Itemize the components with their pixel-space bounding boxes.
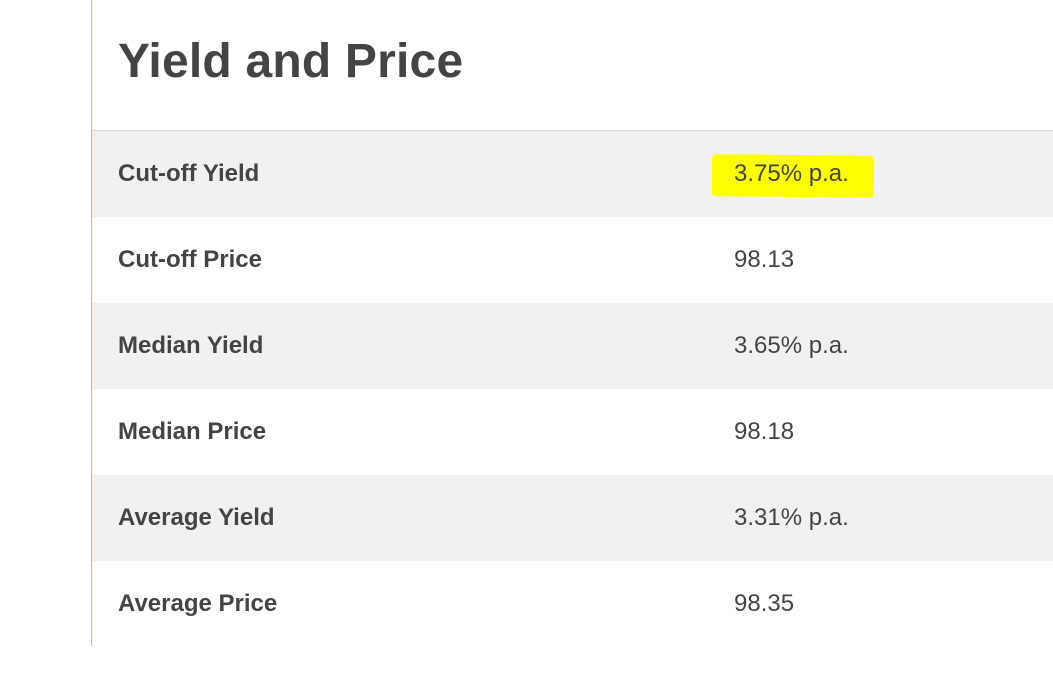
row-value: 98.18 — [734, 418, 795, 445]
table-row-cutoff-yield: Cut-off Yield 3.75% p.a. — [92, 131, 1053, 217]
table-row-median-yield: Median Yield 3.65% p.a. — [92, 303, 1053, 389]
title-divider — [92, 130, 1053, 131]
row-value: 3.75% p.a. — [734, 160, 849, 187]
row-label: Cut-off Yield — [118, 160, 260, 187]
table-row-median-price: Median Price 98.18 — [92, 389, 1053, 475]
table-row-average-yield: Average Yield 3.31% p.a. — [92, 475, 1053, 561]
row-value: 3.65% p.a. — [734, 332, 849, 359]
row-value: 98.35 — [734, 590, 795, 617]
table-row-cutoff-price: Cut-off Price 98.13 — [92, 217, 1053, 303]
row-label: Average Yield — [118, 504, 275, 531]
table-row-average-price: Average Price 98.35 — [92, 561, 1053, 647]
yield-price-panel: Yield and Price Cut-off Yield 3.75% p.a.… — [91, 0, 1053, 647]
row-label: Cut-off Price — [118, 246, 262, 273]
row-label: Median Price — [118, 418, 267, 445]
row-label: Median Yield — [118, 332, 264, 359]
yield-price-table: Cut-off Yield 3.75% p.a. Cut-off Price 9… — [92, 131, 1053, 647]
row-value: 98.13 — [734, 246, 795, 273]
row-label: Average Price — [118, 590, 278, 617]
row-value: 3.31% p.a. — [734, 504, 849, 531]
section-title: Yield and Price — [118, 35, 464, 88]
